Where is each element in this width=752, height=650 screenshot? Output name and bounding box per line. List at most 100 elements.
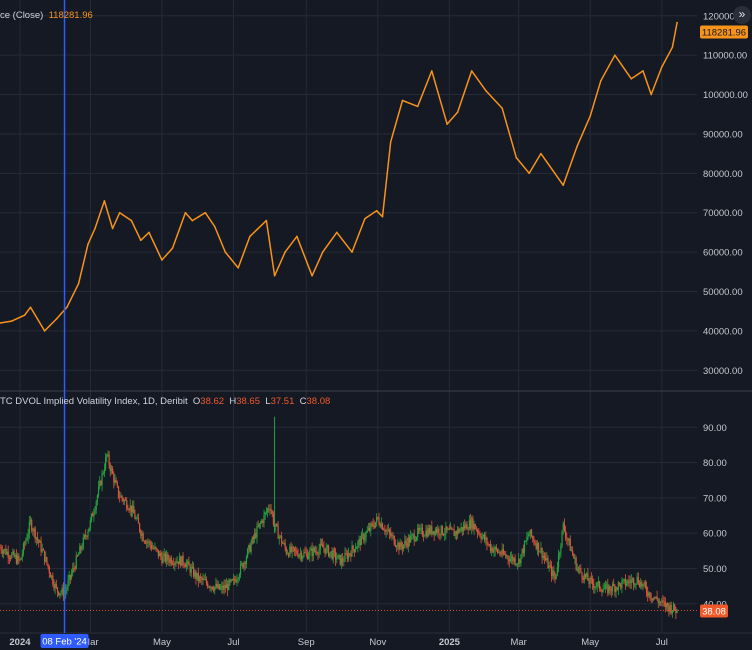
dvol-candle-body	[223, 585, 225, 590]
dvol-last-badge-label: 38.08	[702, 607, 726, 618]
dvol-candle-body	[297, 554, 299, 558]
dvol-candle-body	[119, 497, 121, 498]
dvol-candle-body	[610, 590, 612, 592]
price-point	[237, 267, 240, 269]
dvol-candle-body	[633, 578, 635, 586]
dvol-open-value: 38.62	[200, 396, 225, 407]
price-point	[321, 251, 324, 253]
dvol-candle-body	[363, 534, 365, 541]
dvol-candle-body	[8, 557, 10, 559]
dvol-candle-body	[100, 481, 102, 486]
dvol-candle-body	[532, 536, 534, 539]
dvol-candle-body	[484, 534, 486, 541]
dvol-candle-body	[485, 537, 487, 541]
dvol-candle-body	[575, 557, 577, 570]
dvol-candle-body	[299, 553, 301, 555]
dvol-candle-body	[481, 536, 483, 540]
dvol-candle-body	[230, 579, 232, 582]
dvol-candle-body	[399, 542, 401, 550]
x-tick-label: 2025	[439, 637, 461, 648]
dvol-candle-body	[114, 480, 116, 483]
dvol-candle-body	[671, 610, 673, 614]
dvol-candle-body	[475, 529, 478, 531]
dvol-candle-body	[176, 561, 178, 563]
dvol-candle-body	[310, 548, 312, 551]
dvol-candle-body	[19, 559, 21, 561]
dvol-candle-body	[620, 583, 622, 589]
expand-icon[interactable]: »	[733, 6, 751, 24]
dvol-candle-body	[499, 551, 501, 555]
dvol-candle-body	[124, 500, 127, 501]
dvol-candle-body	[420, 527, 422, 529]
dvol-candle-body	[157, 549, 160, 557]
dvol-candle-body	[405, 540, 407, 543]
dvol-candle-body	[189, 565, 191, 573]
dvol-high-label: H	[229, 396, 237, 407]
dvol-candle-body	[78, 554, 80, 556]
dvol-candle-body	[319, 543, 321, 550]
dvol-candle-body	[521, 548, 523, 555]
price-point	[265, 219, 268, 222]
price-point	[204, 211, 207, 214]
dvol-candle-body	[587, 573, 589, 581]
dvol-candle-body	[209, 586, 211, 589]
dvol-candle-body	[424, 535, 426, 537]
dvol-candle-body	[473, 524, 475, 530]
dvol-candle-body	[105, 457, 107, 470]
dvol-candle-body	[252, 537, 255, 539]
dvol-candle-body	[455, 531, 458, 535]
dvol-candle-body	[120, 495, 122, 498]
dvol-candle-body	[603, 588, 605, 590]
dvol-candle-body	[569, 539, 571, 551]
dvol-candle-body	[595, 586, 597, 588]
dvol-candle-body	[596, 582, 598, 587]
dvol-candle-body	[547, 557, 549, 569]
dvol-candle-body	[5, 548, 7, 555]
price-point	[671, 46, 674, 49]
dvol-candle-body	[320, 543, 323, 545]
dvol-candle-body	[364, 537, 366, 541]
dvol-candle-body	[134, 513, 136, 519]
price-point	[296, 235, 298, 238]
dvol-candle-body	[166, 554, 168, 562]
dvol-candle-body	[359, 539, 361, 546]
dvol-candle-body	[107, 454, 109, 456]
dvol-candle-body	[618, 582, 621, 584]
dvol-candle-body	[593, 584, 595, 589]
dvol-candle-body	[541, 547, 543, 558]
x-tick-label: Mar	[82, 637, 98, 648]
dvol-candle-body	[476, 530, 479, 533]
dvol-candle-body	[268, 508, 270, 510]
dvol-y-tick-label: 60.00	[703, 529, 727, 540]
dvol-candle-body	[167, 554, 169, 560]
dvol-candle-body	[390, 533, 392, 537]
dvol-candle-body	[144, 541, 147, 544]
dvol-candle-body	[97, 486, 100, 496]
dvol-candle-body	[47, 563, 49, 568]
dvol-candle-body	[129, 505, 131, 511]
dvol-candle-body	[35, 537, 37, 540]
dvol-candle-body	[594, 586, 596, 589]
dvol-candle-body	[235, 580, 237, 583]
dvol-candle-body	[128, 509, 130, 511]
dvol-candle-body	[397, 542, 399, 548]
price-point	[130, 219, 133, 222]
price-point	[562, 184, 565, 186]
price-point	[10, 320, 13, 322]
dvol-candle-body	[638, 583, 641, 587]
dvol-candle-body	[222, 585, 224, 590]
price-point	[94, 227, 96, 230]
dvol-candle-body	[622, 579, 624, 582]
dvol-candle-body	[373, 526, 375, 528]
dvol-candle-body	[505, 554, 507, 557]
dvol-candle-body	[435, 529, 438, 533]
dvol-candle-body	[454, 531, 456, 537]
dvol-candle-body	[271, 511, 273, 515]
dvol-candle-body	[628, 580, 630, 582]
dvol-candle-body	[600, 589, 602, 591]
dvol-candle-body	[130, 505, 133, 512]
dvol-candle-body	[212, 589, 215, 591]
price-point	[540, 152, 542, 155]
price-point	[484, 89, 487, 92]
